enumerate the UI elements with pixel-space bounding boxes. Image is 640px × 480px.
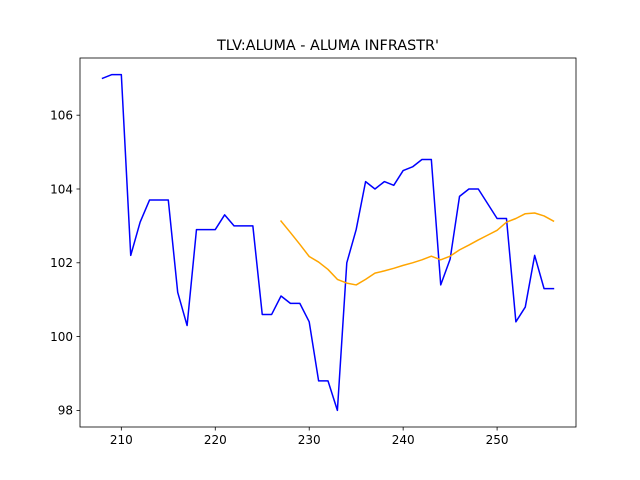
x-tick-label: 220: [204, 433, 227, 447]
chart-title: TLV:ALUMA - ALUMA INFRASTR': [216, 38, 439, 54]
x-tick-label: 250: [486, 433, 509, 447]
y-tick-label: 100: [50, 330, 73, 344]
y-tick-label: 102: [50, 256, 73, 270]
axes-frame: [79, 57, 577, 428]
x-tick-label: 230: [298, 433, 321, 447]
axes: 210 220 230 240 250 98 100 102 104 106: [50, 57, 577, 447]
plot-area: [101, 73, 555, 412]
series-line-2: [279, 212, 555, 286]
x-tick-label: 210: [110, 433, 133, 447]
y-tick-label: 104: [50, 182, 73, 196]
x-tick-label: 240: [392, 433, 415, 447]
y-tick-label: 98: [58, 404, 73, 418]
series-line-1: [101, 73, 555, 412]
y-tick-label: 106: [50, 108, 73, 122]
